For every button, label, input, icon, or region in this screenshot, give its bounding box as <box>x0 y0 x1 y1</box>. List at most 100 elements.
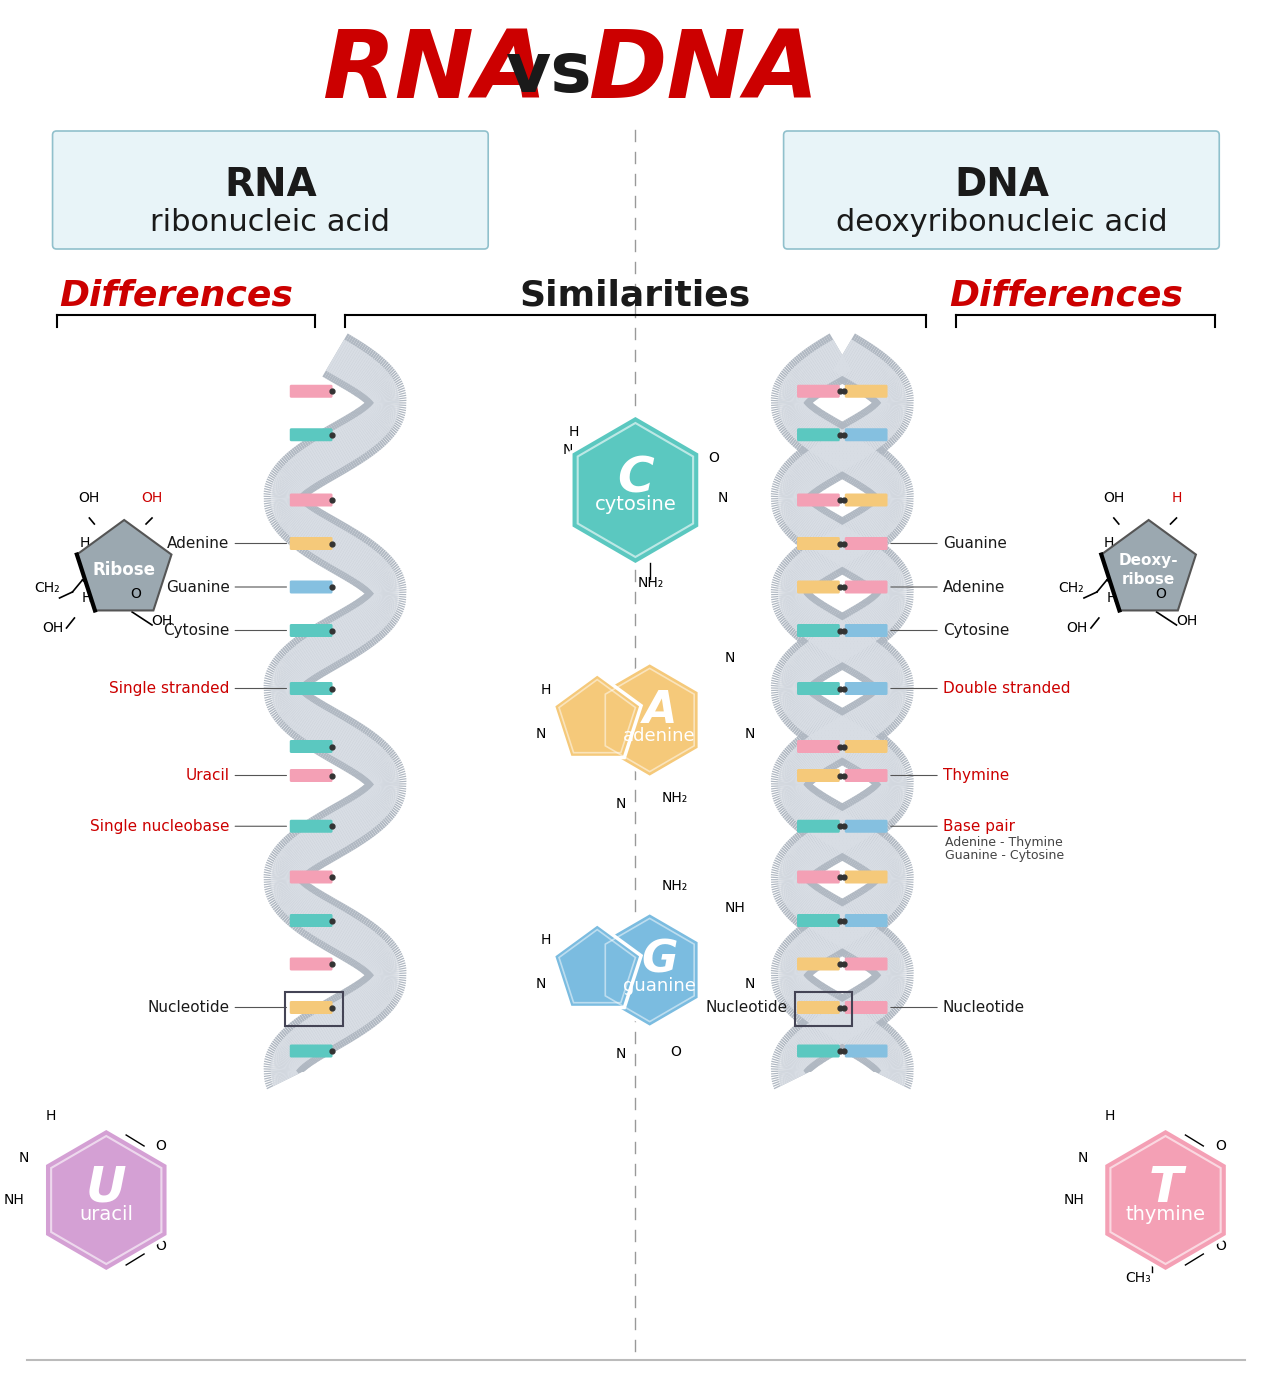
Text: Cytosine: Cytosine <box>163 623 286 638</box>
Text: Nucleotide: Nucleotide <box>148 999 286 1015</box>
FancyBboxPatch shape <box>845 820 888 833</box>
Text: N: N <box>745 727 755 741</box>
FancyBboxPatch shape <box>797 1001 840 1013</box>
Text: N: N <box>563 443 573 457</box>
Text: NH₂: NH₂ <box>662 791 688 805</box>
Text: Similarities: Similarities <box>520 278 751 311</box>
Text: N: N <box>536 977 546 991</box>
Text: Thymine: Thymine <box>891 769 1009 783</box>
Text: O: O <box>708 450 719 466</box>
FancyBboxPatch shape <box>797 682 840 695</box>
Text: Cytosine: Cytosine <box>891 623 1009 638</box>
Text: OH: OH <box>152 614 172 628</box>
Text: RNA: RNA <box>224 165 316 204</box>
Text: H: H <box>541 933 552 947</box>
Text: uracil: uracil <box>80 1205 133 1223</box>
Text: N: N <box>745 977 755 991</box>
FancyBboxPatch shape <box>290 428 333 441</box>
FancyBboxPatch shape <box>797 820 840 833</box>
Text: OH: OH <box>1175 614 1197 628</box>
FancyBboxPatch shape <box>797 537 840 550</box>
Text: NH₂: NH₂ <box>662 878 688 892</box>
FancyBboxPatch shape <box>53 131 488 249</box>
FancyBboxPatch shape <box>845 682 888 695</box>
FancyBboxPatch shape <box>797 493 840 506</box>
Polygon shape <box>77 520 172 610</box>
Text: O: O <box>1214 1238 1226 1252</box>
Text: NH₂: NH₂ <box>638 575 663 589</box>
FancyBboxPatch shape <box>290 769 333 783</box>
Text: deoxyribonucleic acid: deoxyribonucleic acid <box>836 207 1168 236</box>
FancyBboxPatch shape <box>845 739 888 753</box>
Text: O: O <box>156 1138 167 1152</box>
Text: Guanine - Cytosine: Guanine - Cytosine <box>945 849 1064 862</box>
Text: Differences: Differences <box>949 278 1183 311</box>
Text: CH₂: CH₂ <box>1059 581 1084 595</box>
Text: CH₂: CH₂ <box>34 581 59 595</box>
Text: O: O <box>1214 1138 1226 1152</box>
Polygon shape <box>600 663 700 777</box>
Text: Adenine: Adenine <box>167 537 286 550</box>
FancyBboxPatch shape <box>290 915 333 927</box>
FancyBboxPatch shape <box>797 739 840 753</box>
FancyBboxPatch shape <box>845 769 888 783</box>
FancyBboxPatch shape <box>797 769 840 783</box>
Text: Nucleotide: Nucleotide <box>706 999 788 1015</box>
Text: G: G <box>641 938 678 981</box>
Text: OH: OH <box>1103 491 1125 505</box>
FancyBboxPatch shape <box>845 1044 888 1058</box>
FancyBboxPatch shape <box>783 131 1219 249</box>
Text: N: N <box>536 727 546 741</box>
FancyBboxPatch shape <box>797 428 840 441</box>
Text: Deoxy-
ribose: Deoxy- ribose <box>1118 553 1179 587</box>
FancyBboxPatch shape <box>290 682 333 695</box>
Text: NH: NH <box>725 901 745 915</box>
FancyBboxPatch shape <box>797 870 840 884</box>
Text: O: O <box>87 577 97 591</box>
FancyBboxPatch shape <box>845 581 888 594</box>
FancyBboxPatch shape <box>290 537 333 550</box>
Text: Double stranded: Double stranded <box>891 681 1070 696</box>
Text: O: O <box>156 1238 167 1252</box>
Text: O: O <box>669 1045 681 1059</box>
Text: H: H <box>82 592 92 606</box>
Polygon shape <box>600 912 700 1027</box>
Text: H: H <box>1171 491 1182 505</box>
Text: N: N <box>725 651 735 664</box>
Text: O: O <box>130 587 142 600</box>
Text: Guanine: Guanine <box>891 537 1007 550</box>
Text: H: H <box>541 682 552 696</box>
Text: OH: OH <box>1066 621 1088 635</box>
Text: ribonucleic acid: ribonucleic acid <box>151 207 391 236</box>
Text: H: H <box>46 1109 56 1123</box>
Text: thymine: thymine <box>1126 1205 1206 1223</box>
FancyBboxPatch shape <box>797 1044 840 1058</box>
FancyBboxPatch shape <box>845 1001 888 1013</box>
Text: Differences: Differences <box>59 278 292 311</box>
FancyBboxPatch shape <box>797 624 840 637</box>
Text: Ribose: Ribose <box>92 562 156 580</box>
Text: N: N <box>1078 1151 1088 1165</box>
Text: RNA: RNA <box>323 26 546 118</box>
Text: guanine: guanine <box>624 977 696 995</box>
FancyBboxPatch shape <box>845 493 888 506</box>
Text: Base pair: Base pair <box>891 819 1015 834</box>
FancyBboxPatch shape <box>797 385 840 398</box>
Polygon shape <box>553 923 641 1008</box>
Text: O: O <box>1112 577 1122 591</box>
Text: DNA: DNA <box>954 165 1049 204</box>
Polygon shape <box>1102 520 1195 610</box>
Text: N: N <box>719 491 729 505</box>
Text: Guanine: Guanine <box>166 580 286 595</box>
Text: N: N <box>18 1151 29 1165</box>
Text: Single stranded: Single stranded <box>109 681 286 696</box>
FancyBboxPatch shape <box>845 870 888 884</box>
Text: H: H <box>1104 535 1114 549</box>
Text: adenine: adenine <box>624 727 696 745</box>
Text: N: N <box>616 1047 626 1061</box>
Text: Uracil: Uracil <box>186 769 286 783</box>
Text: Adenine - Thymine: Adenine - Thymine <box>945 835 1063 849</box>
FancyBboxPatch shape <box>845 428 888 441</box>
Text: H: H <box>569 425 579 439</box>
Text: vs: vs <box>506 39 592 106</box>
